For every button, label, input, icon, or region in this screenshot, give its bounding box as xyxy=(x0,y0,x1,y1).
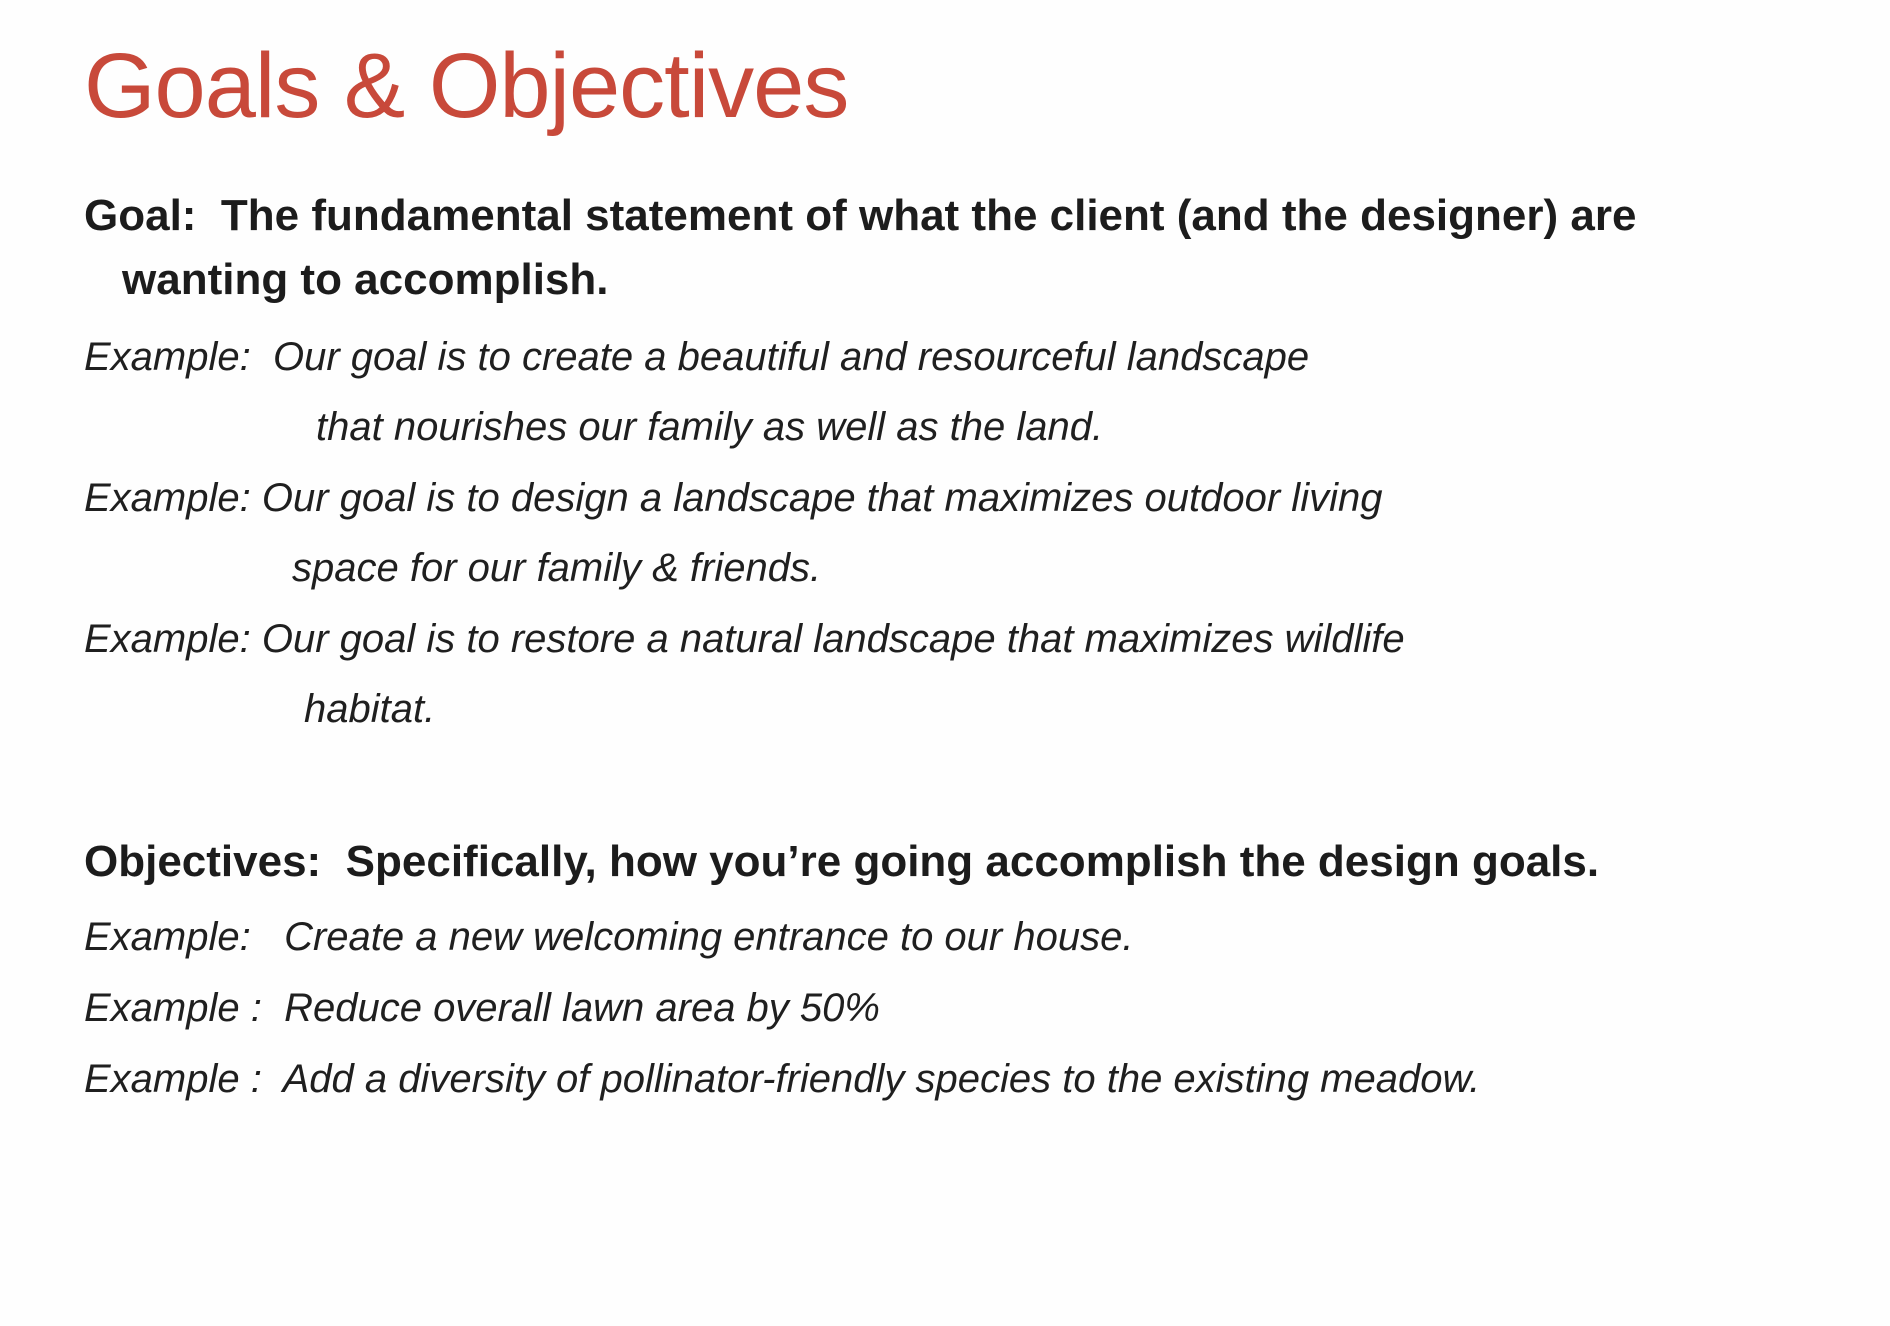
goal-example-1-line1: Example: Our goal is to create a beautif… xyxy=(84,335,1310,379)
goal-heading: Goal: The fundamental statement of what … xyxy=(84,184,1636,312)
objective-example-1-text: Example: Create a new welcoming entrance… xyxy=(84,915,1134,959)
goal-example-2-line1: Example: Our goal is to design a landsca… xyxy=(84,476,1383,520)
objective-example-2-text: Example : Reduce overall lawn area by 50… xyxy=(84,986,880,1030)
objectives-heading: Objectives: Specifically, how you’re goi… xyxy=(84,830,1599,894)
objectives-heading-text: Objectives: Specifically, how you’re goi… xyxy=(84,837,1600,886)
slide-title: Goals & Objectives xyxy=(84,35,849,137)
objective-example-1: Example: Create a new welcoming entrance… xyxy=(84,902,1133,972)
objective-example-2: Example : Reduce overall lawn area by 50… xyxy=(84,973,880,1043)
goal-example-2-line2: space for our family & friends. xyxy=(292,546,822,590)
goal-heading-line1: Goal: The fundamental statement of what … xyxy=(84,191,1637,240)
goal-example-3-line2: habitat. xyxy=(304,687,436,731)
objective-example-3-text: Example : Add a diversity of pollinator-… xyxy=(84,1057,1481,1101)
goal-heading-line2: wanting to accomplish. xyxy=(122,255,609,304)
objective-example-3: Example : Add a diversity of pollinator-… xyxy=(84,1044,1480,1114)
goal-example-1: Example: Our goal is to create a beautif… xyxy=(84,322,1309,462)
goal-example-1-line2: that nourishes our family as well as the… xyxy=(316,405,1104,449)
goal-example-3: Example: Our goal is to restore a natura… xyxy=(84,604,1405,744)
goal-example-2: Example: Our goal is to design a landsca… xyxy=(84,463,1382,603)
goal-example-3-line1: Example: Our goal is to restore a natura… xyxy=(84,617,1405,661)
